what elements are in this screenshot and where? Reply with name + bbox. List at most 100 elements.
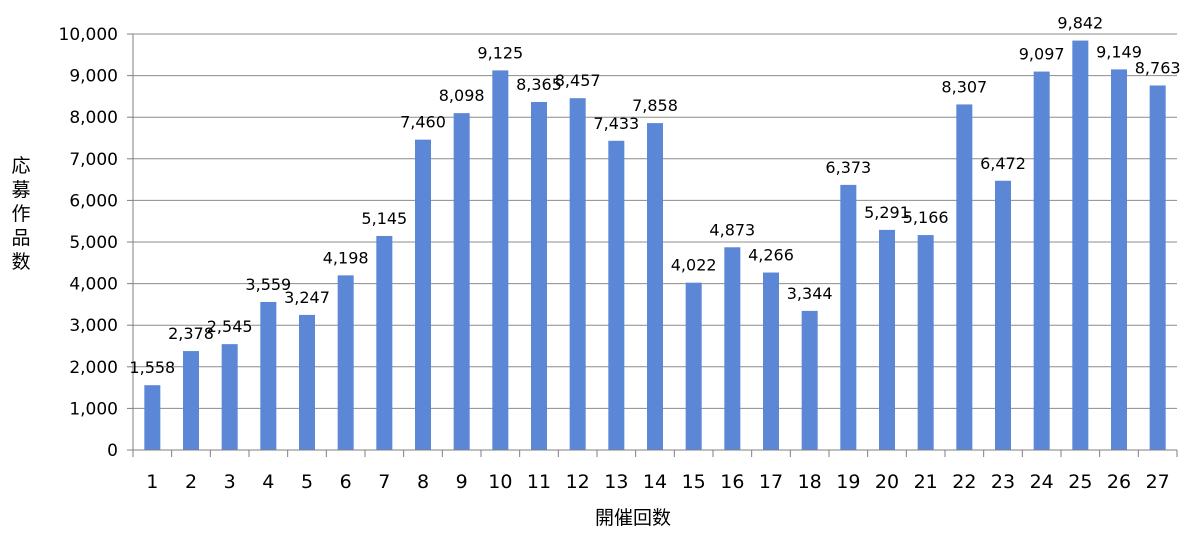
bar-24 xyxy=(1033,71,1050,451)
bar-13 xyxy=(608,140,625,450)
y-tick-label: 6,000 xyxy=(69,191,118,211)
x-tick-label: 6 xyxy=(340,471,352,493)
x-tick-label: 7 xyxy=(378,471,390,493)
y-tick-label: 10,000 xyxy=(59,25,118,45)
x-tick-label: 15 xyxy=(682,471,706,493)
data-label: 6,373 xyxy=(825,158,871,177)
bar-16 xyxy=(724,247,741,450)
x-tick-label: 27 xyxy=(1146,471,1170,493)
bar-20 xyxy=(879,229,895,450)
data-label: 8,307 xyxy=(941,77,987,96)
bar-4 xyxy=(260,301,277,450)
bar-18 xyxy=(801,310,818,450)
x-tick-label: 17 xyxy=(759,471,783,493)
y-axis-title-char: 数 xyxy=(11,251,30,273)
x-tick-label: 10 xyxy=(488,471,512,493)
data-label: 2,378 xyxy=(168,324,214,343)
y-tick-label: 7,000 xyxy=(69,150,118,170)
bar-6 xyxy=(337,275,354,450)
data-label: 8,098 xyxy=(439,86,485,105)
data-label: 1,558 xyxy=(129,358,175,377)
bar-21 xyxy=(917,235,934,450)
bar-12 xyxy=(569,98,586,451)
bar-26 xyxy=(1111,69,1127,450)
x-tick-label: 16 xyxy=(720,471,744,493)
data-label: 9,149 xyxy=(1096,42,1142,61)
data-label: 4,198 xyxy=(323,248,369,267)
y-tick-label: 5,000 xyxy=(69,233,118,253)
y-tick-label: 0 xyxy=(107,441,118,461)
data-label: 8,457 xyxy=(555,71,601,90)
bar-27 xyxy=(1149,85,1166,450)
bars xyxy=(144,40,1166,451)
y-tick-label: 8,000 xyxy=(69,108,118,128)
y-tick-label: 4,000 xyxy=(69,275,118,295)
y-axis-title-char: 品 xyxy=(11,227,30,249)
data-label: 7,433 xyxy=(593,114,639,133)
y-tick-label: 2,000 xyxy=(69,358,118,378)
x-axis-title: 開催回数 xyxy=(595,507,671,529)
bar-9 xyxy=(453,113,470,450)
data-label: 2,545 xyxy=(207,317,253,336)
bar-7 xyxy=(376,235,393,450)
data-label: 4,022 xyxy=(671,256,717,275)
x-tick-label: 2 xyxy=(185,471,197,493)
x-tick-label: 18 xyxy=(798,471,822,493)
x-tick-label: 24 xyxy=(1030,471,1054,493)
x-tick-label: 22 xyxy=(952,471,976,493)
y-tick-label: 1,000 xyxy=(69,399,118,419)
bar-5 xyxy=(299,314,315,450)
data-label: 4,266 xyxy=(748,246,794,265)
bar-14 xyxy=(647,123,663,450)
bar-17 xyxy=(763,272,779,450)
x-tick-label: 3 xyxy=(224,471,236,493)
data-label: 5,166 xyxy=(903,208,949,227)
data-label: 6,472 xyxy=(980,154,1026,173)
bar-3 xyxy=(221,344,238,450)
bar-2 xyxy=(183,351,199,450)
data-label: 8,365 xyxy=(516,75,562,94)
bar-25 xyxy=(1072,40,1089,450)
x-tick-label: 21 xyxy=(914,471,938,493)
data-label: 7,858 xyxy=(632,96,678,115)
axes: 0 1,000 2,000 3,000 4,000 5,000 6,000 7,000 8,00… xyxy=(59,25,1178,493)
bar-15 xyxy=(685,282,702,450)
data-label: 9,097 xyxy=(1019,45,1065,64)
x-tick-label: 9 xyxy=(456,471,468,493)
data-label: 5,145 xyxy=(361,209,407,228)
x-tick-label: 19 xyxy=(836,471,860,493)
x-tick-label: 25 xyxy=(1068,471,1092,493)
bar-8 xyxy=(415,139,431,450)
y-tick-label: 9,000 xyxy=(69,67,118,87)
x-tick-label: 14 xyxy=(643,471,667,493)
x-tick-label: 4 xyxy=(262,471,274,493)
bar-19 xyxy=(840,184,857,451)
x-tick-label: 11 xyxy=(527,471,551,493)
data-label: 8,763 xyxy=(1135,58,1181,77)
y-axis-title-char: 作 xyxy=(11,203,30,225)
bar-22 xyxy=(956,104,973,450)
x-tick-label: 5 xyxy=(301,471,313,493)
x-tick-label: 26 xyxy=(1107,471,1131,493)
data-label: 3,344 xyxy=(787,284,833,303)
y-axis-title-char: 募 xyxy=(11,179,30,201)
data-label: 9,842 xyxy=(1057,14,1103,33)
y-tick-label: 3,000 xyxy=(69,316,118,336)
x-tick-label: 23 xyxy=(991,471,1015,493)
x-tick-label: 1 xyxy=(146,471,158,493)
x-tick-label: 8 xyxy=(417,471,429,493)
bar-1 xyxy=(144,385,161,450)
data-label: 3,247 xyxy=(284,288,330,307)
y-axis-title-char: 応 xyxy=(11,155,30,177)
x-tick-label: 13 xyxy=(604,471,628,493)
bar-10 xyxy=(492,70,509,451)
data-label: 4,873 xyxy=(709,220,755,239)
bar-11 xyxy=(531,102,547,451)
data-label: 7,460 xyxy=(400,113,446,132)
data-label: 3,559 xyxy=(245,275,291,294)
bar-23 xyxy=(995,180,1011,450)
